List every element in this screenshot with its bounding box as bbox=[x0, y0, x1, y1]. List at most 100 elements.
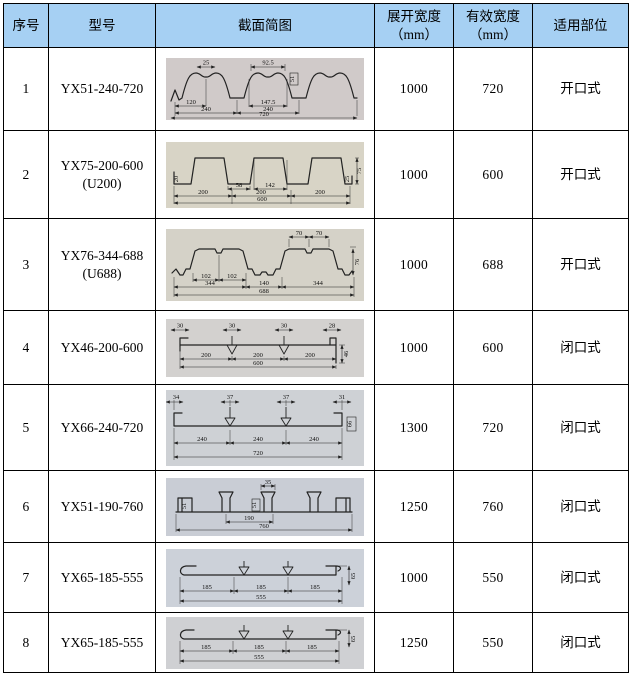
dim-label: 240 bbox=[253, 436, 263, 443]
dim-label: 120 bbox=[186, 99, 196, 106]
effective-width-cell: 550 bbox=[453, 612, 533, 673]
row-index-cell: 5 bbox=[3, 384, 49, 471]
dim-label: 37 bbox=[227, 394, 234, 401]
usage-cell: 闭口式 bbox=[532, 310, 629, 385]
dim-label: 37 bbox=[283, 394, 290, 401]
header-section-diagram: 截面简图 bbox=[155, 3, 375, 48]
effective-width-cell: 720 bbox=[453, 47, 533, 131]
model-text: YX75-200-600 bbox=[60, 157, 144, 173]
profile-drawing-yx51-240-720: 25 92.5 120 147.5 240 240 720 51 bbox=[170, 60, 358, 120]
profile-drawing-yx46-200-600: 30 30 30 28 200 200 200 600 46 bbox=[170, 322, 350, 369]
header-unfolded-width: 展开宽度 （mm） bbox=[374, 3, 454, 48]
dim-label: 102 bbox=[227, 273, 237, 280]
header-label: 截面简图 bbox=[238, 17, 292, 33]
unfolded-width-cell: 1000 bbox=[374, 47, 454, 131]
row-index-cell: 7 bbox=[3, 542, 49, 613]
header-row: 序号 型号 截面简图 展开宽度 （mm） 有效宽度 （mm） 适用部位 bbox=[3, 3, 629, 48]
dim-label: 76 bbox=[354, 258, 361, 265]
dim-label: 51 bbox=[289, 76, 296, 83]
dim-label: 185 bbox=[254, 644, 264, 651]
section-diagram-cell: 70 70 102 102 344 140 344 688 76 bbox=[155, 218, 375, 311]
dim-label: 185 bbox=[202, 584, 212, 591]
unfolded-width-cell: 1000 bbox=[374, 310, 454, 385]
model-cell: YX51-190-760 bbox=[48, 470, 156, 543]
usage-cell: 闭口式 bbox=[532, 384, 629, 471]
dim-label: 30 bbox=[281, 322, 288, 329]
dim-label: 555 bbox=[256, 594, 266, 601]
table-row: 6 YX51-190-760 35 190 760 51 51 12 bbox=[3, 470, 629, 543]
row-index-cell: 1 bbox=[3, 47, 49, 131]
dim-label: 147.5 bbox=[261, 99, 276, 106]
unfolded-width-cell: 1250 bbox=[374, 470, 454, 543]
model-cell: YX76-344-688 (U688) bbox=[48, 218, 156, 311]
dim-label: 92.5 bbox=[262, 60, 273, 67]
section-diagram-cell: 185 185 185 555 65 bbox=[155, 542, 375, 613]
row-index-cell: 2 bbox=[3, 130, 49, 219]
header-unit: （mm） bbox=[468, 26, 517, 42]
dim-label: 240 bbox=[197, 436, 207, 443]
header-unit: （mm） bbox=[389, 26, 438, 42]
table-row: 7 YX65-185-555 185 185 185 555 65 bbox=[3, 542, 629, 613]
section-diagram-cell: 20 58 142 200 200 200 600 75 25 bbox=[155, 130, 375, 219]
section-diagram-cell: 34 37 37 31 240 240 240 720 66 bbox=[155, 384, 375, 471]
dim-label: 240 bbox=[309, 436, 319, 443]
usage-cell: 开口式 bbox=[532, 130, 629, 219]
dim-label: 28 bbox=[329, 322, 336, 329]
model-text: YX76-344-688 bbox=[60, 247, 144, 263]
header-label: 序号 bbox=[12, 17, 40, 33]
effective-width-cell: 550 bbox=[453, 542, 533, 613]
dim-label: 720 bbox=[259, 111, 269, 118]
dim-label: 65 bbox=[350, 572, 357, 579]
dim-label: 70 bbox=[316, 230, 323, 237]
dim-label: 20 bbox=[173, 175, 180, 182]
profile-drawing-yx75-200-600: 20 58 142 200 200 200 600 75 25 bbox=[173, 156, 363, 205]
dim-label: 75 bbox=[356, 167, 363, 174]
dim-label: 25 bbox=[203, 60, 210, 67]
dim-label: 185 bbox=[256, 584, 266, 591]
dim-label: 30 bbox=[229, 322, 236, 329]
dim-label: 344 bbox=[313, 280, 324, 287]
header-label: 适用部位 bbox=[553, 17, 608, 33]
header-label: 展开宽度 bbox=[387, 8, 441, 24]
table-row: 2 YX75-200-600 (U200) 20 58 142 200 200 bbox=[3, 130, 629, 219]
profile-drawing-yx65-185-555-a: 185 185 185 555 65 bbox=[179, 560, 357, 604]
row-index-cell: 8 bbox=[3, 612, 49, 673]
dim-label: 66 bbox=[347, 420, 354, 427]
effective-width-cell: 720 bbox=[453, 384, 533, 471]
dim-label: 200 bbox=[256, 189, 266, 196]
unfolded-width-cell: 1000 bbox=[374, 130, 454, 219]
dim-label: 142 bbox=[265, 182, 275, 189]
dim-label: 555 bbox=[254, 654, 264, 661]
header-index: 序号 bbox=[3, 3, 49, 48]
deck-profile-spec-table: 序号 型号 截面简图 展开宽度 （mm） 有效宽度 （mm） 适用部位 1 YX… bbox=[3, 3, 629, 673]
dim-label: 600 bbox=[257, 196, 267, 203]
usage-cell: 闭口式 bbox=[532, 612, 629, 673]
section-diagram-photo: 34 37 37 31 240 240 240 720 66 bbox=[166, 389, 364, 466]
dim-label: 200 bbox=[253, 352, 263, 359]
unfolded-width-cell: 1000 bbox=[374, 542, 454, 613]
section-diagram-cell: 35 190 760 51 51 bbox=[155, 470, 375, 543]
section-diagram-cell: 25 92.5 120 147.5 240 240 720 51 bbox=[155, 47, 375, 131]
table-row: 4 YX46-200-600 30 30 30 28 200 bbox=[3, 310, 629, 385]
dim-label: 185 bbox=[310, 584, 320, 591]
dim-label: 185 bbox=[201, 644, 211, 651]
model-cell: YX65-185-555 bbox=[48, 542, 156, 613]
dim-label: 720 bbox=[253, 450, 263, 457]
section-diagram-photo: 185 185 185 555 65 bbox=[166, 616, 364, 669]
profile-drawing-yx51-190-760: 35 190 760 51 51 bbox=[175, 479, 353, 532]
dim-label: 102 bbox=[201, 273, 211, 280]
model-subtext: (U200) bbox=[82, 175, 122, 191]
dim-label: 200 bbox=[201, 352, 211, 359]
model-cell: YX51-240-720 bbox=[48, 47, 156, 131]
dim-label: 51 bbox=[251, 501, 258, 508]
section-diagram-photo: 35 190 760 51 51 bbox=[166, 477, 364, 536]
effective-width-cell: 600 bbox=[453, 310, 533, 385]
profile-drawing-yx66-240-720: 34 37 37 31 240 240 240 720 66 bbox=[166, 394, 357, 460]
model-cell: YX65-185-555 bbox=[48, 612, 156, 673]
model-cell: YX66-240-720 bbox=[48, 384, 156, 471]
dim-label: 34 bbox=[173, 394, 180, 401]
model-cell: YX75-200-600 (U200) bbox=[48, 130, 156, 219]
dim-label: 30 bbox=[177, 322, 184, 329]
dim-label: 140 bbox=[259, 280, 269, 287]
dim-label: 200 bbox=[315, 189, 325, 196]
